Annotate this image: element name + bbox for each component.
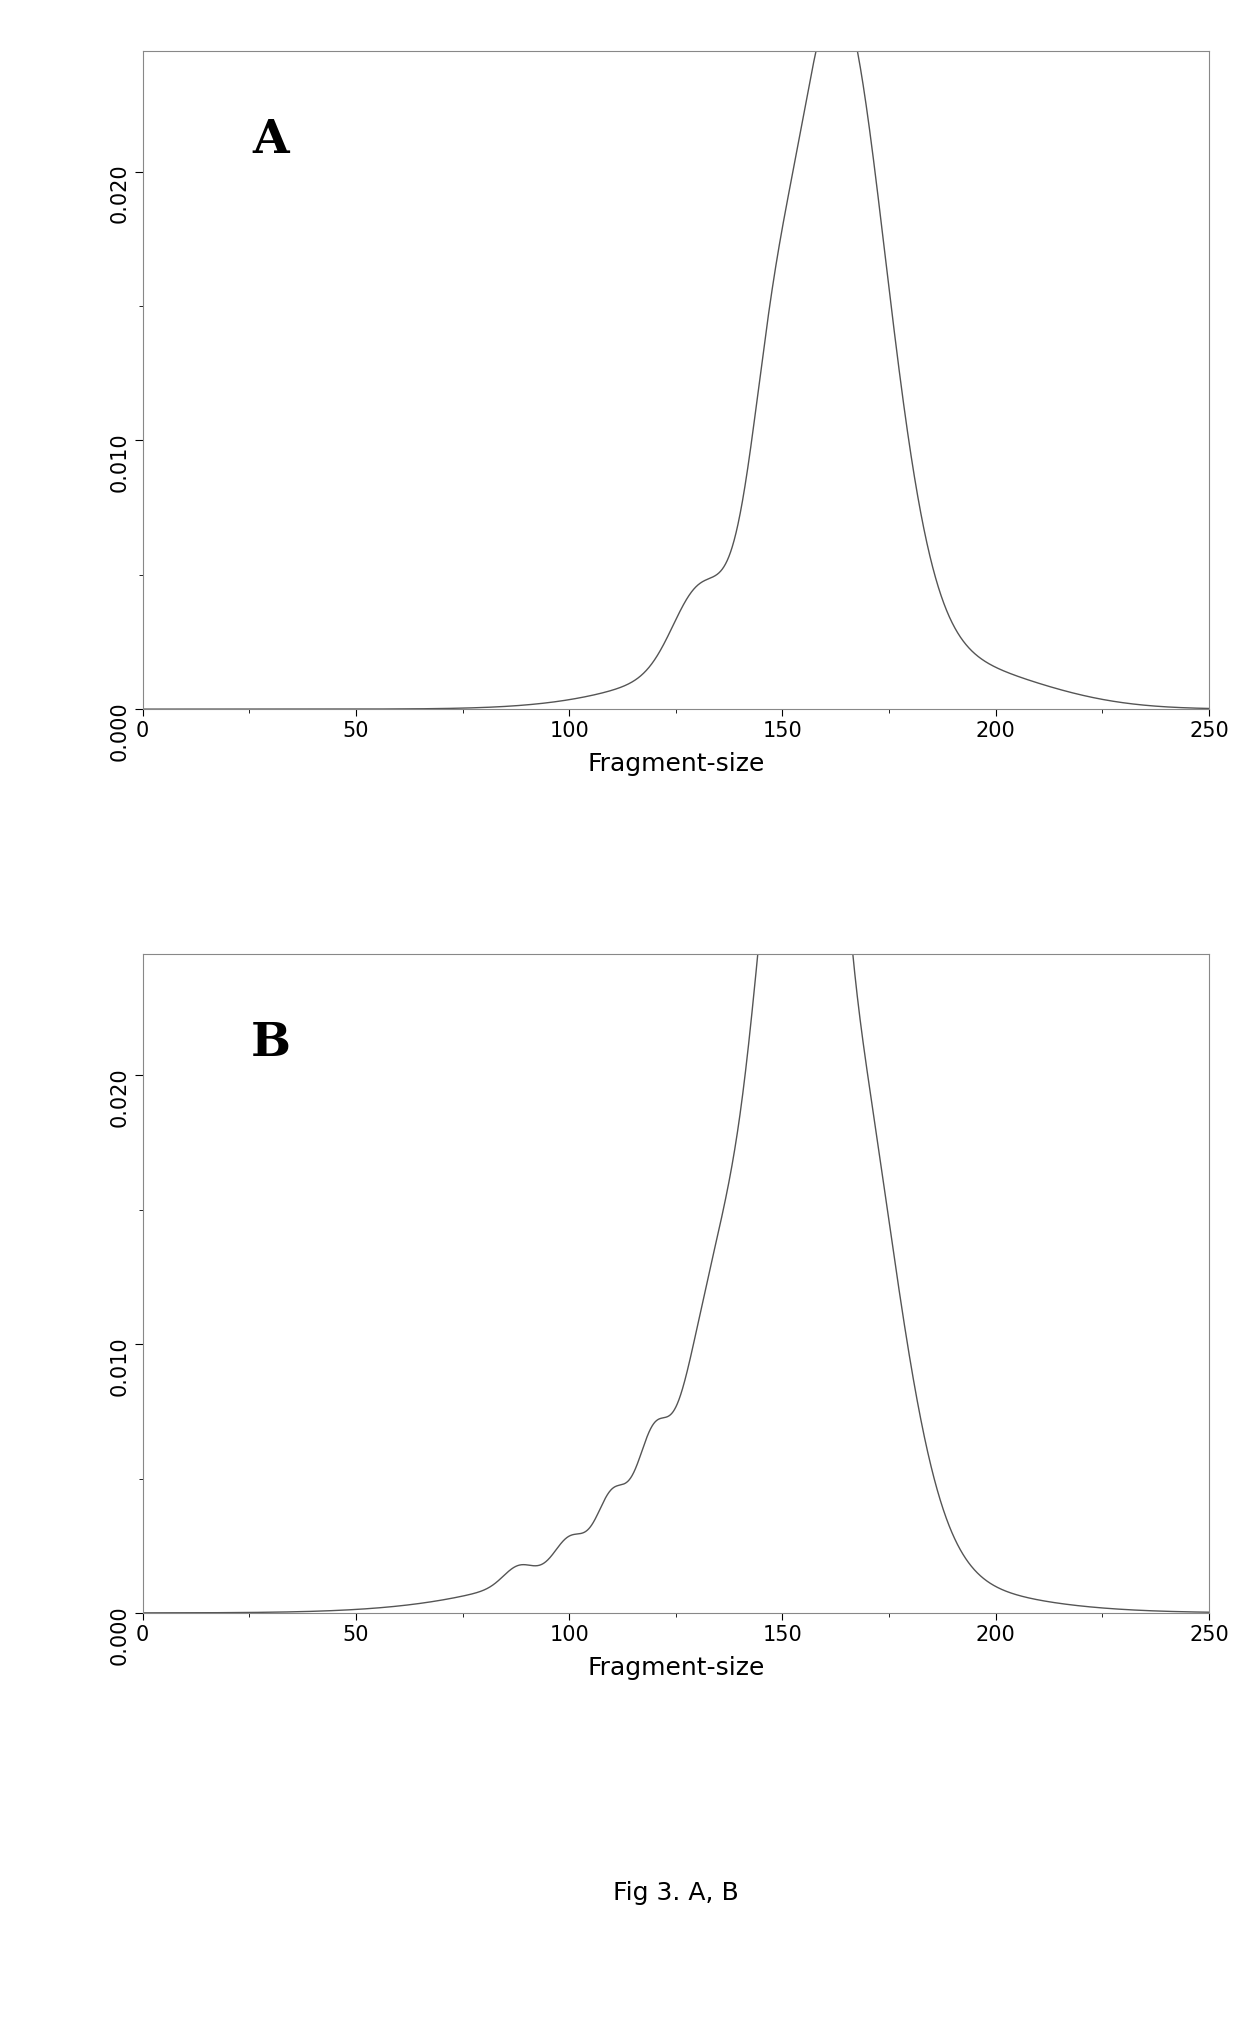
Text: Fig 3. A, B: Fig 3. A, B bbox=[613, 1880, 739, 1904]
X-axis label: Fragment-size: Fragment-size bbox=[587, 752, 765, 777]
Text: B: B bbox=[250, 1020, 290, 1067]
Text: A: A bbox=[252, 116, 289, 162]
X-axis label: Fragment-size: Fragment-size bbox=[587, 1655, 765, 1679]
